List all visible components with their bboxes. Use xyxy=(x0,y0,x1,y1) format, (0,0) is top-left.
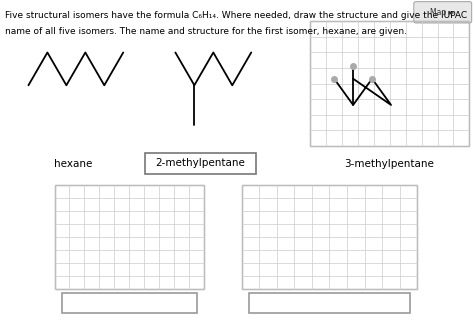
Bar xyxy=(62,293,197,313)
Text: hexane: hexane xyxy=(55,159,92,169)
Bar xyxy=(145,153,256,174)
Text: Five structural isomers have the formula C₆H₁₄. Where needed, draw the structure: Five structural isomers have the formula… xyxy=(5,11,467,20)
FancyBboxPatch shape xyxy=(414,2,472,23)
Bar xyxy=(242,185,417,289)
Bar xyxy=(310,21,469,146)
Text: 2-methylpentane: 2-methylpentane xyxy=(155,158,245,168)
Text: name of all five isomers. The name and structure for the first isomer, hexane, a: name of all five isomers. The name and s… xyxy=(5,27,407,36)
Text: Map ►: Map ► xyxy=(430,8,455,17)
Bar xyxy=(55,185,204,289)
Text: 3-methylpentane: 3-methylpentane xyxy=(344,159,434,169)
Bar xyxy=(249,293,410,313)
